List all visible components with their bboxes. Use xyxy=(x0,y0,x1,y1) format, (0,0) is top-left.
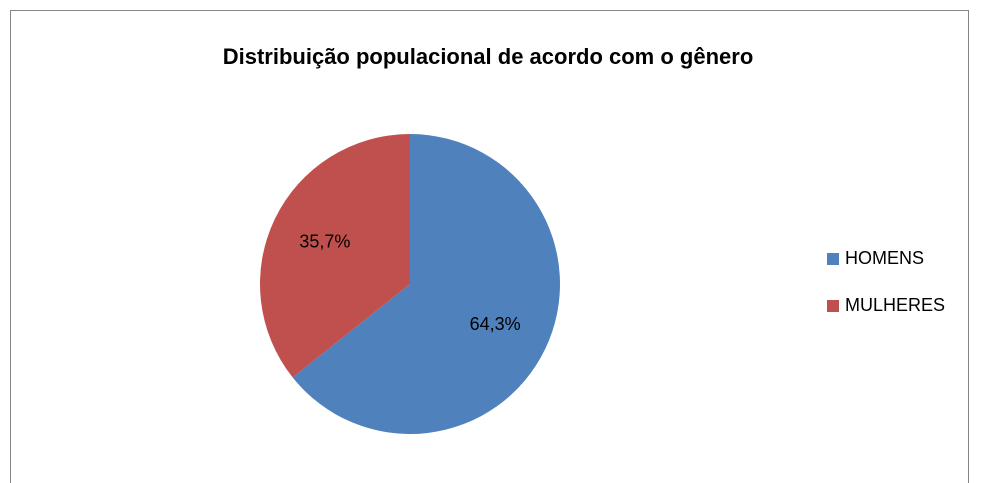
legend-label: MULHERES xyxy=(845,295,945,315)
pie-slice xyxy=(260,134,410,378)
pie-slice xyxy=(292,134,561,434)
data-label: 64,3% xyxy=(470,314,521,334)
data-label: 35,7% xyxy=(299,232,350,252)
legend-label: HOMENS xyxy=(845,248,924,268)
chart-title: Distribuição populacional de acordo com … xyxy=(223,44,754,69)
legend-swatch xyxy=(827,300,839,312)
legend-swatch xyxy=(827,253,839,265)
